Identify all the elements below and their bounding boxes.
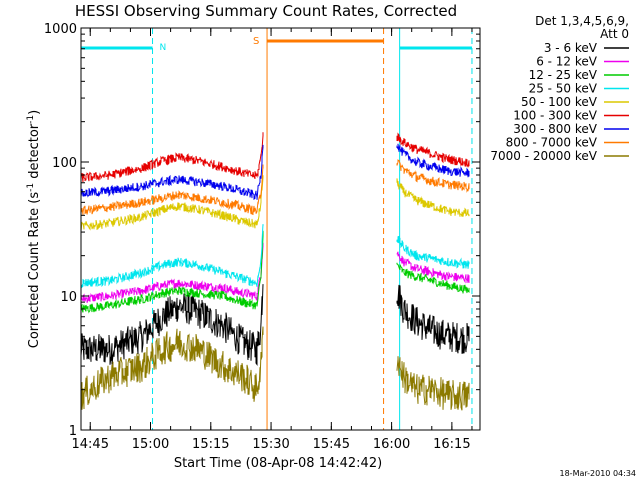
series-line	[396, 262, 470, 294]
series-line	[396, 132, 470, 168]
timestamp: 18-Mar-2010 04:34	[560, 469, 637, 478]
series-line	[396, 178, 470, 217]
y-tick-label: 1000	[44, 22, 77, 37]
series-line	[396, 284, 470, 354]
y-label-main: Corrected Count Rate (s	[27, 192, 42, 349]
x-tick-label: 16:15	[433, 437, 470, 452]
series-12-25-kev	[80, 230, 470, 314]
series-100-300-kev	[80, 132, 470, 183]
series-3-6-kev	[80, 284, 470, 367]
series-layer	[80, 132, 470, 411]
legend-header-2: Att 0	[600, 27, 629, 41]
legend-label: 100 - 300 keV	[513, 109, 597, 123]
y-tick-label: 1	[69, 424, 77, 439]
y-label-sup-1: -1	[26, 183, 36, 192]
series-line	[80, 326, 264, 410]
legend-label: 50 - 100 keV	[521, 95, 598, 109]
legend-label: 6 - 12 keV	[536, 55, 598, 69]
series-line	[80, 230, 264, 314]
chart-title: HESSI Observing Summary Count Rates, Cor…	[75, 2, 457, 20]
x-tick-label: 16:00	[373, 437, 410, 452]
x-tick-label: 14:45	[72, 437, 109, 452]
y-axis-label: Corrected Count Rate (s-1 detector-1)	[26, 110, 42, 348]
series-line	[80, 175, 264, 232]
flags-layer: NS	[80, 28, 473, 430]
y-tick-label: 100	[52, 156, 77, 171]
series-6-12-kev	[80, 242, 470, 303]
series-25-50-kev	[80, 224, 470, 289]
axes-layer: 14:45 15:00 15:15 15:30 15:45 16:00 16:15 1 10 10…	[44, 22, 480, 452]
x-tick-label: 15:30	[252, 437, 289, 452]
series-line	[80, 224, 264, 289]
series-800-7000-kev	[80, 159, 470, 216]
legend-label: 3 - 6 keV	[544, 41, 598, 55]
x-tick-label: 15:45	[313, 437, 350, 452]
night-flag-label: N	[160, 43, 167, 53]
legend-label: 300 - 800 keV	[513, 122, 597, 136]
x-tick-label: 15:15	[192, 437, 229, 452]
series-line	[396, 143, 470, 178]
legend-label: 7000 - 20000 keV	[490, 149, 597, 163]
y-label-mid: detector	[27, 123, 42, 183]
y-label-end: )	[27, 110, 42, 115]
plot-frame	[80, 27, 481, 431]
series-line	[396, 235, 470, 269]
series-line	[80, 164, 264, 216]
legend-label: 800 - 7000 keV	[506, 136, 598, 150]
series-line	[80, 144, 264, 201]
series-line	[80, 284, 264, 367]
x-axis-label: Start Time (08-Apr-08 14:42:42)	[174, 456, 382, 471]
series-line	[396, 251, 470, 284]
series-300-800-kev	[80, 143, 470, 201]
y-label-sup-2: -1	[26, 115, 36, 124]
x-tick-label: 15:00	[132, 437, 169, 452]
legend-header-1: Det 1,3,4,5,6,9,	[535, 14, 629, 28]
series-line	[80, 132, 264, 183]
series-50-100-kev	[80, 175, 470, 232]
y-tick-label: 10	[60, 290, 77, 305]
series-7000-20000-kev	[80, 326, 470, 411]
series-line	[396, 356, 470, 411]
saa-flag-label: S	[253, 36, 259, 47]
legend-label: 12 - 25 keV	[529, 68, 598, 82]
series-line	[80, 242, 264, 303]
series-line	[396, 159, 470, 193]
legend-label: 25 - 50 keV	[529, 82, 598, 96]
